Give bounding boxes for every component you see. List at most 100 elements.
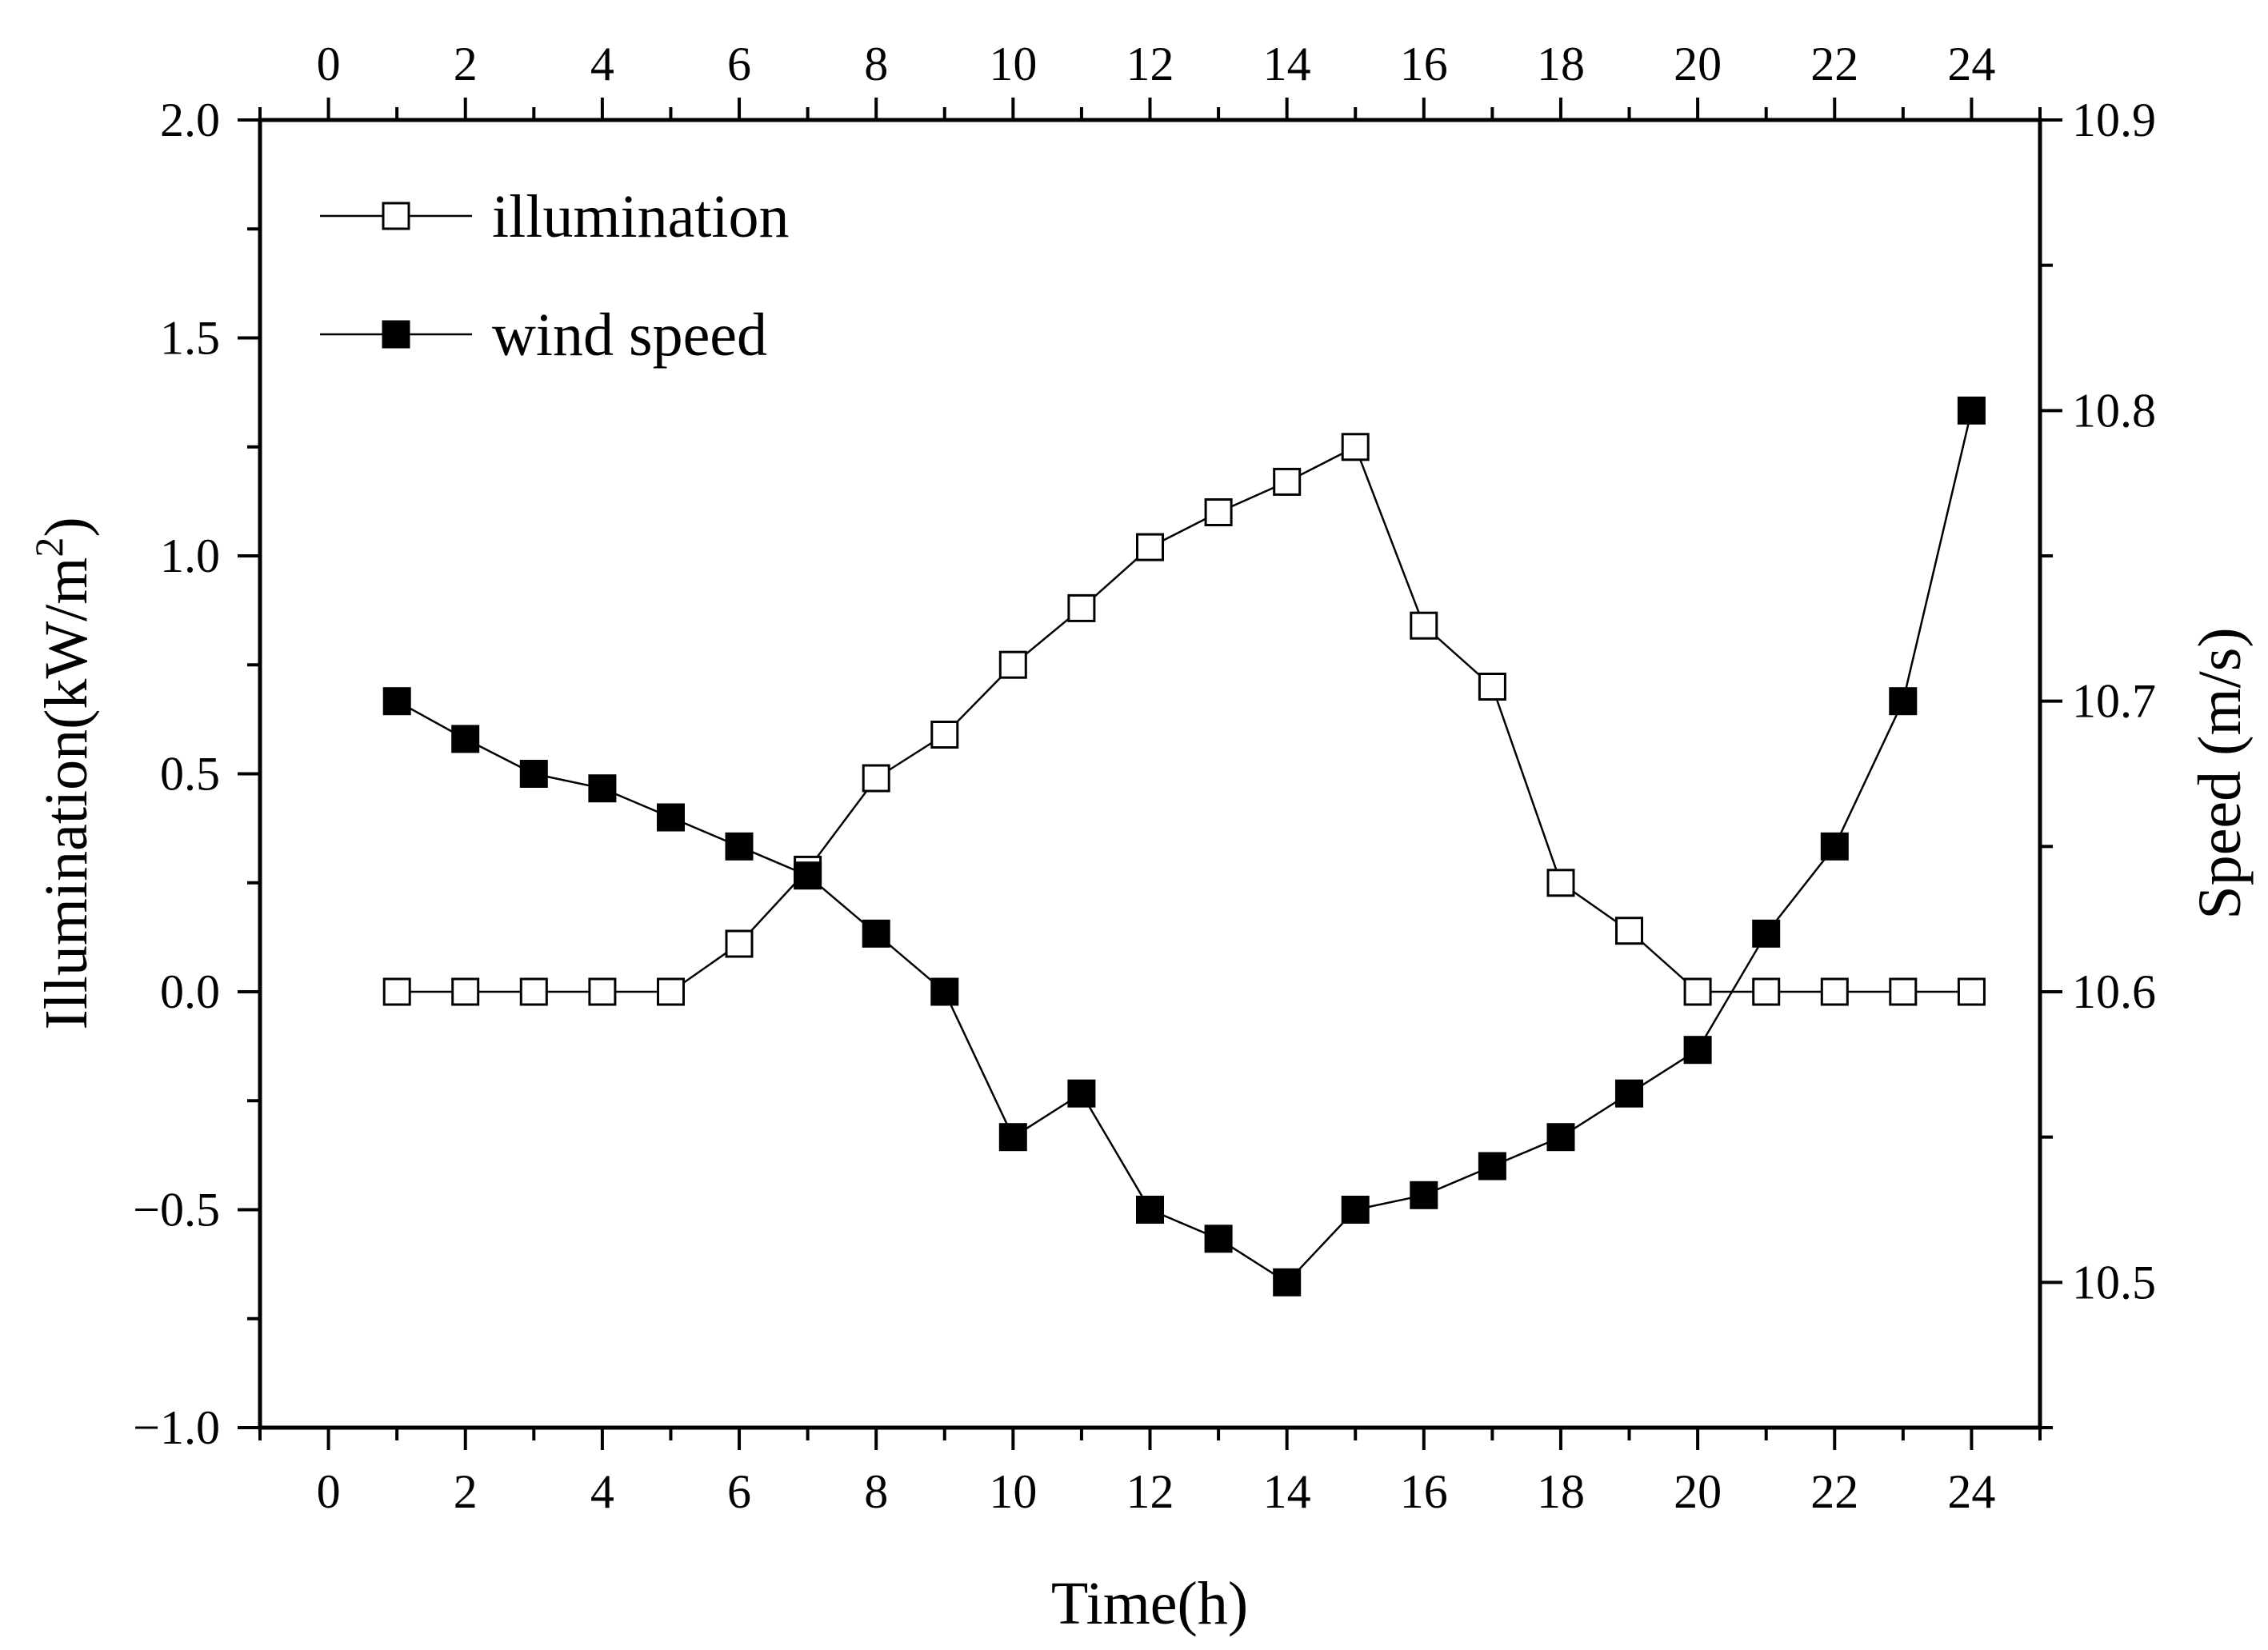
- wind-speed-point: [451, 725, 480, 753]
- wind-speed-point: [588, 774, 617, 803]
- illumination-point: [451, 977, 480, 1006]
- y-axis-title-superscript: 2: [26, 537, 71, 557]
- illumination-point: [382, 977, 411, 1006]
- legend-wind-speed-marker: [382, 320, 410, 349]
- y-tick-label-left: 2.0: [160, 94, 220, 146]
- x-tick-label-top: 16: [1400, 38, 1448, 90]
- axis-ticks: [238, 98, 2062, 1450]
- legend-wind-speed-label: wind speed: [492, 302, 767, 369]
- illumination-line: [397, 445, 1972, 993]
- x-tick-label-bottom: 20: [1674, 1465, 1722, 1518]
- series-markers: [382, 396, 1986, 1296]
- illumination-point: [1136, 533, 1164, 561]
- illumination-point: [1546, 869, 1575, 897]
- y-tick-label-left: 0.5: [160, 748, 220, 801]
- y2-tick-label-right: 10.8: [2072, 384, 2156, 437]
- x-tick-label-bottom: 16: [1400, 1465, 1448, 1518]
- x-tick-label-bottom: 12: [1126, 1465, 1174, 1518]
- wind-speed-point: [930, 977, 959, 1006]
- x-tick-label-top: 6: [727, 38, 751, 90]
- wind-speed-point: [1615, 1079, 1643, 1108]
- wind-speed-point: [1478, 1152, 1506, 1181]
- x-tick-label-top: 14: [1263, 38, 1311, 90]
- wind-speed-point: [382, 687, 411, 716]
- x-tick-label-bottom: 2: [454, 1465, 478, 1518]
- wind-speed-point: [1204, 1225, 1233, 1253]
- legend-illumination-marker: [382, 202, 410, 230]
- wind-speed-point: [1752, 919, 1781, 948]
- illumination-point: [1683, 977, 1712, 1006]
- y-axis-title-main: Illumination(kW/m: [33, 557, 100, 1030]
- x-tick-label-top: 20: [1674, 38, 1722, 90]
- illumination-point: [657, 977, 685, 1006]
- wind-speed-point: [998, 1123, 1027, 1152]
- wind-speed-point: [1341, 1196, 1370, 1224]
- x-tick-label-bottom: 14: [1263, 1465, 1311, 1518]
- x-tick-label-top: 24: [1947, 38, 1995, 90]
- illumination-point: [1820, 977, 1849, 1006]
- x-tick-label-top: 0: [317, 38, 341, 90]
- wind-speed-point: [1067, 1079, 1096, 1108]
- illumination-point: [725, 929, 754, 958]
- y2-axis-title: Speed (m/s): [2186, 627, 2254, 919]
- x-tick-label-bottom: 4: [590, 1465, 614, 1518]
- x-tick-label-bottom: 18: [1537, 1465, 1585, 1518]
- y-tick-label-left: 1.5: [160, 312, 220, 365]
- x-tick-label-top: 2: [454, 38, 478, 90]
- wind-speed-line: [396, 410, 1973, 1284]
- wind-speed-point: [1820, 832, 1849, 861]
- y2-tick-label-right: 10.7: [2072, 675, 2156, 728]
- illumination-point: [1957, 977, 1986, 1006]
- illumination-point: [1341, 433, 1370, 461]
- y-tick-label-left: 0.0: [160, 965, 220, 1018]
- illumination-point: [1204, 498, 1233, 526]
- illumination-point: [519, 977, 548, 1006]
- x-tick-label-bottom: 6: [727, 1465, 751, 1518]
- wind-speed-point: [1273, 1268, 1302, 1296]
- y-tick-label-left: −0.5: [133, 1184, 220, 1237]
- x-tick-label-bottom: 10: [989, 1465, 1037, 1518]
- illumination-point: [862, 764, 890, 793]
- illumination-point: [1067, 593, 1096, 622]
- illumination-point: [1410, 611, 1438, 640]
- wind-speed-point: [657, 803, 685, 832]
- series-lines: [396, 410, 1973, 1284]
- y2-tick-label-right: 10.5: [2072, 1256, 2156, 1308]
- wind-speed-point: [725, 832, 754, 861]
- illumination-point: [1889, 977, 1918, 1006]
- x-tick-label-bottom: 0: [317, 1465, 341, 1518]
- y-axis-title: Illumination(kW/m2): [26, 517, 100, 1029]
- wind-speed-point: [1683, 1036, 1712, 1065]
- x-tick-label-top: 22: [1810, 38, 1858, 90]
- x-tick-label-bottom: 24: [1947, 1465, 1995, 1518]
- illumination-point: [1478, 673, 1506, 701]
- y-tick-label-left: −1.0: [133, 1401, 220, 1454]
- x-tick-label-top: 10: [989, 38, 1037, 90]
- illumination-point: [998, 650, 1027, 679]
- x-tick-label-bottom: 22: [1810, 1465, 1858, 1518]
- wind-speed-point: [794, 861, 822, 890]
- x-tick-label-top: 4: [590, 38, 614, 90]
- y-tick-label-left: 1.0: [160, 529, 220, 582]
- x-tick-label-bottom: 8: [864, 1465, 888, 1518]
- legend-illumination-label: illumination: [492, 183, 790, 250]
- x-axis-title: Time(h): [1051, 1570, 1248, 1637]
- y-axis-title-close: ): [33, 517, 100, 537]
- x-tick-label-top: 8: [864, 38, 888, 90]
- wind-speed-point: [1546, 1123, 1575, 1152]
- x-tick-label-top: 18: [1537, 38, 1585, 90]
- wind-speed-point: [1136, 1196, 1164, 1224]
- y2-tick-label-right: 10.9: [2072, 94, 2156, 146]
- wind-speed-point: [1410, 1181, 1438, 1209]
- illumination-point: [588, 977, 617, 1006]
- illumination-point: [1273, 467, 1302, 496]
- y2-tick-label-right: 10.6: [2072, 965, 2156, 1018]
- illumination-point: [930, 721, 959, 749]
- illumination-point: [1752, 977, 1781, 1006]
- wind-speed-point: [1957, 396, 1986, 425]
- wind-speed-point: [862, 919, 890, 948]
- wind-speed-point: [1889, 687, 1918, 716]
- x-tick-label-top: 12: [1126, 38, 1174, 90]
- axis-tick-labels: 0022446688101012121414161618182020222224…: [133, 38, 2156, 1518]
